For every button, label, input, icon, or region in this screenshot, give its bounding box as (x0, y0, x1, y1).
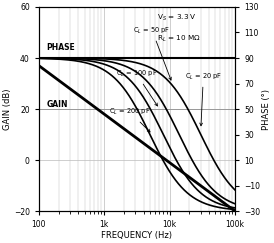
X-axis label: FREQUENCY (Hz): FREQUENCY (Hz) (101, 231, 172, 240)
Text: C$_L$ = 100 pF: C$_L$ = 100 pF (116, 69, 158, 106)
Text: GAIN: GAIN (47, 100, 68, 109)
Y-axis label: PHASE (°): PHASE (°) (261, 88, 270, 130)
Text: PHASE: PHASE (47, 43, 75, 52)
Y-axis label: GAIN (dB): GAIN (dB) (4, 88, 13, 130)
Text: C$_L$ = 20 pF: C$_L$ = 20 pF (185, 71, 222, 126)
Text: V$_S$ = 3.3 V: V$_S$ = 3.3 V (156, 13, 196, 23)
Text: R$_L$ = 10 MΩ: R$_L$ = 10 MΩ (156, 34, 201, 44)
Text: C$_L$ = 200 pF: C$_L$ = 200 pF (109, 107, 151, 132)
Text: C$_L$ = 50 pF: C$_L$ = 50 pF (133, 26, 171, 80)
